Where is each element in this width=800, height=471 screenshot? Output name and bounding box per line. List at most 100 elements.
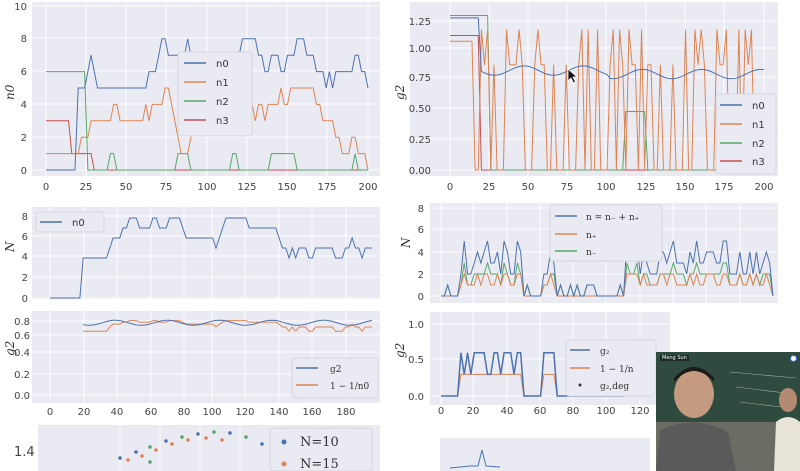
legend-label: n₊: [586, 231, 597, 241]
scatter-point: [148, 460, 152, 464]
tick: 0: [47, 407, 53, 418]
tick: 0.50: [409, 104, 431, 115]
tick: 120: [630, 406, 649, 417]
panel3-ylabel-top: N: [3, 241, 17, 253]
panel1-xticks: 0 25 50 75 100 125 150 175 200: [43, 182, 378, 193]
tick: 200: [754, 182, 773, 193]
tick: 1.0: [408, 320, 424, 331]
legend-label: 1 − 1/n0: [330, 382, 370, 392]
panel2-legend: n0 n1 n2 n3: [715, 93, 777, 175]
tick: 6: [418, 225, 424, 236]
tick: 4: [21, 100, 27, 111]
panel3-n0-line: [50, 217, 373, 299]
tick: 6: [22, 232, 28, 243]
scatter-point: [118, 456, 122, 460]
panel2-n1-line: [450, 29, 764, 171]
tick: 4: [22, 252, 28, 263]
tick: 125: [636, 182, 655, 193]
scatter-point: [134, 450, 138, 454]
panel1-yticks: 0 2 4 6 8 10: [14, 2, 27, 177]
panel4-ylabel-top: N: [399, 237, 413, 249]
panel5-legend: N=10 N=15: [269, 427, 373, 471]
tick: 0.2: [14, 370, 30, 381]
panel5-ytick: 1.4: [14, 445, 35, 460]
tick: 60: [534, 406, 547, 417]
tick: 0.00: [409, 166, 431, 177]
panel3-ylabel-bottom: g2: [3, 341, 17, 356]
tick: 40: [111, 407, 124, 418]
tick: 0.5: [408, 355, 424, 366]
scatter-point: [126, 458, 130, 462]
panel2-n0-line: [450, 17, 765, 80]
tick: 200: [358, 182, 377, 193]
panel4-n-line: [441, 240, 774, 298]
tick: 0.0: [408, 392, 424, 403]
legend-label: n2: [752, 139, 765, 150]
tick: 100: [596, 182, 615, 193]
scatter-point: [148, 445, 152, 449]
speaker-head: [674, 370, 714, 418]
panel1-ylabel: n0: [3, 84, 17, 100]
tick: 140: [269, 407, 288, 418]
scatter-point: [228, 431, 232, 435]
tick: 175: [714, 182, 733, 193]
tick: 2: [22, 273, 28, 284]
tick: 6: [21, 67, 27, 78]
scatter-point: [186, 438, 190, 442]
legend-label: g₂,deg: [600, 382, 629, 392]
tick: 20: [467, 406, 480, 417]
legend-label: N=15: [300, 457, 339, 471]
legend-label: n2: [216, 97, 229, 108]
tick: 2: [418, 270, 424, 281]
tick: 100: [202, 407, 221, 418]
legend-label: n0: [752, 101, 765, 112]
legend-label: N=10: [300, 435, 339, 450]
panel3-legend-top: n0: [35, 211, 105, 233]
panel1-legend: n0 n1 n2 n3: [177, 51, 253, 137]
panel3-legend-bottom: g2 1 − 1/n0: [291, 357, 379, 399]
panel4-ylabel-bottom: g2: [393, 343, 407, 358]
panel3-xticks: 0 20 40 60 80 100 120 140 160 180: [47, 407, 356, 418]
scatter-point: [196, 432, 200, 436]
scatter-point: [180, 435, 184, 439]
legend-label: n = n₋ + n₊: [586, 213, 640, 223]
legend-label: n0: [72, 218, 85, 229]
legend-label: 1 − 1/n: [600, 365, 634, 375]
panel6-line: [449, 449, 501, 469]
tick: 100: [197, 182, 216, 193]
legend-label: g2: [330, 365, 342, 375]
speaker-body: [656, 422, 736, 471]
panel3-yticks-top: 0 2 4 6 8: [22, 212, 28, 305]
webcam-overlay[interactable]: Meng Sun: [656, 352, 800, 471]
panel2-yticks: 0.00 0.25 0.50 0.75 1.00 1.25: [409, 17, 431, 177]
legend-label: n1: [752, 120, 765, 131]
panel1-n2-line: [46, 71, 368, 171]
scatter-points: [118, 430, 264, 464]
scatter-point: [244, 435, 248, 439]
panel4-legend-top: n = n₋ + n₊ n₊ n₋: [549, 204, 663, 262]
tick: 2: [21, 133, 27, 144]
scatter-point: [164, 439, 168, 443]
tick: 75: [160, 182, 173, 193]
tick: 60: [145, 407, 158, 418]
tick: 175: [317, 182, 336, 193]
webcam-feed: [656, 352, 800, 471]
tick: 0.75: [409, 73, 431, 84]
legend-label: n1: [216, 78, 229, 89]
legend-label: n₋: [586, 248, 597, 258]
legend-label: n3: [216, 116, 229, 127]
tick: 150: [675, 182, 694, 193]
tick: 10: [14, 2, 27, 13]
panel4-legend-bottom: g₂ 1 − 1/n g₂,deg: [565, 339, 657, 397]
tick: 50: [120, 182, 133, 193]
speaker-name-tag: Meng Sun: [660, 355, 689, 361]
webcam-menu-button[interactable]: [790, 355, 797, 362]
tick: 0.25: [409, 135, 431, 146]
tick: 75: [561, 182, 574, 193]
tick: 4: [418, 248, 424, 259]
panel2-ylabel: g2: [393, 85, 407, 100]
scatter-point: [260, 442, 264, 446]
tick: 1.25: [409, 17, 431, 28]
tick: 100: [596, 406, 615, 417]
